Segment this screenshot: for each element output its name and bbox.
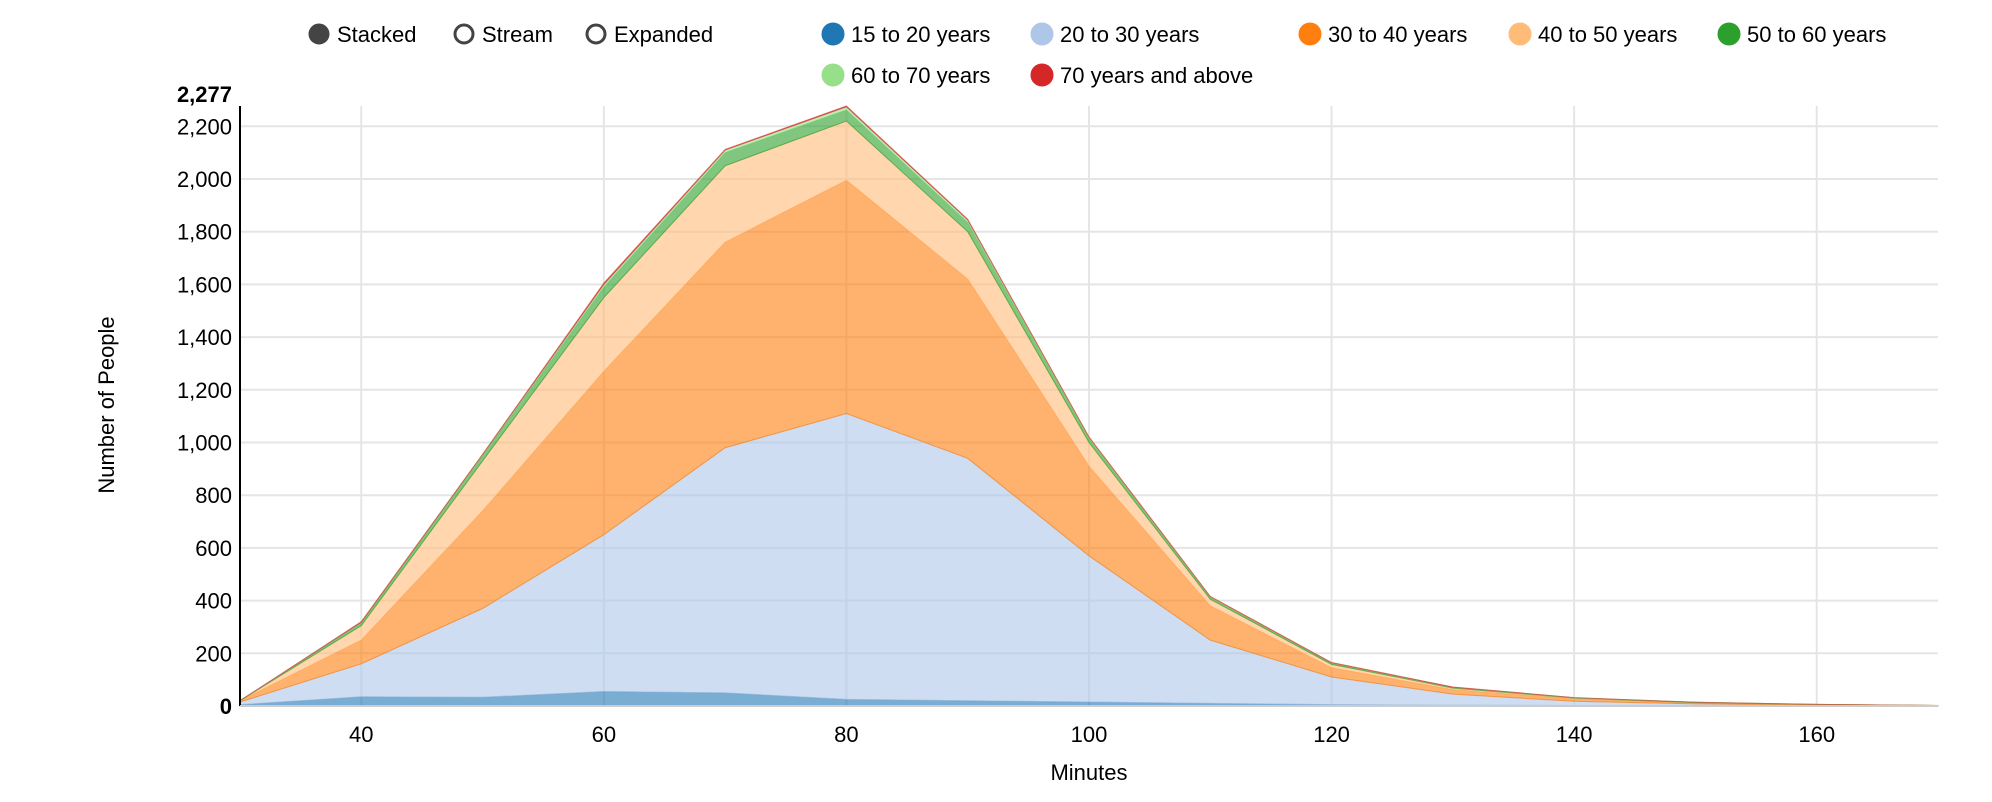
legend-dot-icon [1298,22,1322,46]
legend-item[interactable]: 60 to 70 years [821,63,990,88]
control-stacked[interactable]: Stacked [308,22,417,47]
y-tick-label: 400 [195,589,232,614]
y-tick-label: 800 [195,483,232,508]
y-tick-label: 600 [195,536,232,561]
radio-icon[interactable] [585,23,607,45]
y-tick-label: 200 [195,641,232,666]
legend-item[interactable]: 40 to 50 years [1508,22,1677,47]
control-stream[interactable]: Stream [453,22,553,47]
legend-dot-icon [1508,22,1532,46]
legend-item[interactable]: 20 to 30 years [1030,22,1199,47]
x-tick-label: 140 [1556,722,1593,747]
control-label: Expanded [614,22,713,47]
legend-item[interactable]: 30 to 40 years [1298,22,1467,47]
radio-icon[interactable] [453,23,475,45]
y-tick-label: 2,000 [177,167,232,192]
legend-dot-icon [821,22,845,46]
legend-item[interactable]: 70 years and above [1030,63,1253,88]
legend-label: 15 to 20 years [851,22,990,47]
legend-label: 60 to 70 years [851,63,990,88]
legend-label: 50 to 60 years [1747,22,1886,47]
y-tick-label: 1,600 [177,272,232,297]
y-tick-label: 2,200 [177,114,232,139]
legend: Stacked Stream Expanded 15 to 20 years 20 to… [308,22,1886,88]
radio-icon[interactable] [308,23,330,45]
legend-label: 40 to 50 years [1538,22,1677,47]
x-tick-label: 100 [1071,722,1108,747]
legend-label: 70 years and above [1060,63,1253,88]
x-tick-label: 80 [834,722,858,747]
axes: 0 200 400 600 800 1,000 1,200 1,400 1,600 1,800 2,… [177,82,1938,747]
y-max-label: 2,277 [177,82,232,107]
control-label: Stacked [337,22,417,47]
legend-label: 30 to 40 years [1328,22,1467,47]
y-tick-label: 0 [220,694,232,719]
x-tick-label: 160 [1798,722,1835,747]
control-label: Stream [482,22,553,47]
y-tick-label: 1,000 [177,430,232,455]
x-tick-label: 120 [1313,722,1350,747]
x-axis-label: Minutes [1050,760,1127,785]
x-tick-label: 40 [349,722,373,747]
legend-dot-icon [821,63,845,87]
y-tick-label: 1,200 [177,378,232,403]
y-tick-label: 1,800 [177,220,232,245]
legend-label: 20 to 30 years [1060,22,1199,47]
legend-dot-icon [1030,22,1054,46]
y-axis-label: Number of People [94,316,119,493]
y-tick-label: 1,400 [177,325,232,350]
x-tick-label: 60 [592,722,616,747]
legend-dot-icon [1717,22,1741,46]
legend-dot-icon [1030,63,1054,87]
legend-item[interactable]: 50 to 60 years [1717,22,1886,47]
control-expanded[interactable]: Expanded [585,22,713,47]
legend-item[interactable]: 15 to 20 years [821,22,990,47]
